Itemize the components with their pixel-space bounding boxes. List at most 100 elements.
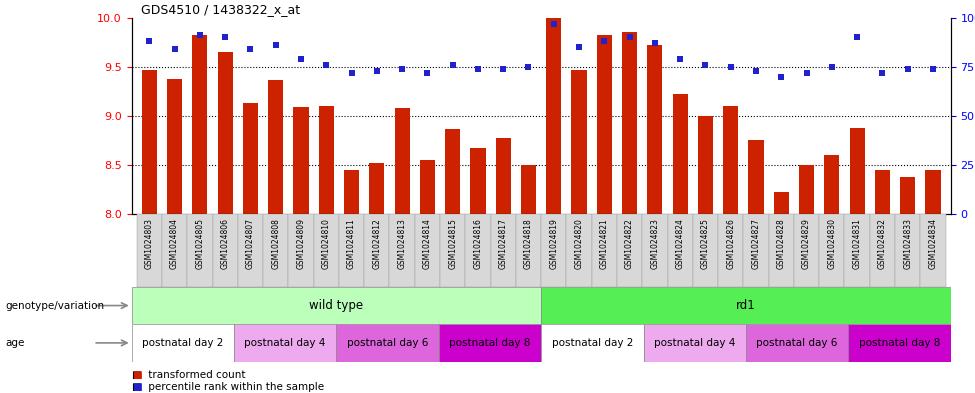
Bar	[238, 214, 263, 287]
Text: rd1: rd1	[736, 299, 756, 312]
Bar	[844, 214, 870, 287]
Point	[622, 34, 638, 40]
Point	[268, 42, 284, 48]
Text: GSM1024819: GSM1024819	[549, 218, 559, 269]
Bar	[293, 107, 308, 214]
Point	[597, 38, 612, 44]
Bar	[490, 214, 516, 287]
Text: GSM1024815: GSM1024815	[448, 218, 457, 269]
Bar	[420, 160, 435, 214]
Text: GSM1024828: GSM1024828	[777, 218, 786, 268]
Point	[824, 64, 839, 70]
Bar	[516, 214, 541, 287]
Text: ■  percentile rank within the sample: ■ percentile rank within the sample	[132, 382, 324, 392]
Text: GSM1024811: GSM1024811	[347, 218, 356, 268]
Point	[470, 66, 486, 72]
Point	[167, 46, 182, 52]
Text: GSM1024830: GSM1024830	[828, 218, 837, 269]
Bar	[289, 214, 314, 287]
Bar	[162, 214, 187, 287]
Text: wild type: wild type	[309, 299, 364, 312]
Bar	[673, 94, 687, 214]
Text: ■: ■	[132, 382, 141, 392]
Bar	[465, 214, 490, 287]
Bar	[234, 324, 336, 362]
Text: postnatal day 2: postnatal day 2	[142, 338, 223, 348]
Text: GSM1024804: GSM1024804	[170, 218, 179, 269]
Bar	[643, 214, 668, 287]
Bar	[439, 324, 541, 362]
Text: GSM1024807: GSM1024807	[246, 218, 254, 269]
Text: GSM1024813: GSM1024813	[398, 218, 407, 269]
Bar	[187, 214, 213, 287]
Bar	[546, 18, 562, 214]
Text: genotype/variation: genotype/variation	[5, 301, 104, 310]
Bar	[217, 52, 233, 214]
Bar	[521, 165, 536, 214]
Bar	[749, 140, 763, 214]
Text: GSM1024832: GSM1024832	[878, 218, 887, 269]
Text: GSM1024825: GSM1024825	[701, 218, 710, 269]
Bar	[541, 214, 566, 287]
Bar	[365, 214, 389, 287]
Bar	[644, 324, 746, 362]
Bar	[849, 128, 865, 214]
Bar	[799, 165, 814, 214]
Bar	[445, 129, 460, 214]
Point	[875, 70, 890, 76]
Text: GDS4510 / 1438322_x_at: GDS4510 / 1438322_x_at	[141, 3, 300, 16]
Text: GSM1024833: GSM1024833	[903, 218, 913, 269]
Text: ■  transformed count: ■ transformed count	[132, 370, 245, 380]
Bar	[370, 163, 384, 214]
Bar	[132, 287, 541, 324]
Text: postnatal day 8: postnatal day 8	[859, 338, 940, 348]
Text: GSM1024818: GSM1024818	[524, 218, 533, 268]
Bar	[743, 214, 768, 287]
Text: ■: ■	[132, 370, 141, 380]
Text: GSM1024814: GSM1024814	[423, 218, 432, 269]
Bar	[698, 116, 713, 214]
Bar	[718, 214, 743, 287]
Bar	[136, 214, 162, 287]
Bar	[541, 324, 644, 362]
Bar	[900, 177, 916, 214]
Text: GSM1024820: GSM1024820	[574, 218, 584, 269]
Text: age: age	[5, 338, 24, 348]
Bar	[920, 214, 946, 287]
Bar	[925, 170, 941, 214]
Text: GSM1024823: GSM1024823	[650, 218, 659, 269]
Bar	[592, 214, 617, 287]
Bar	[470, 148, 486, 214]
Point	[546, 20, 562, 27]
Bar	[132, 324, 234, 362]
Text: GSM1024831: GSM1024831	[852, 218, 862, 269]
Bar	[192, 35, 208, 214]
Point	[571, 44, 587, 50]
Point	[445, 62, 460, 68]
Bar	[819, 214, 844, 287]
Bar	[746, 324, 848, 362]
Point	[773, 73, 789, 80]
Bar	[167, 79, 182, 214]
Bar	[774, 191, 789, 214]
Bar	[440, 214, 465, 287]
Text: GSM1024810: GSM1024810	[322, 218, 331, 269]
Text: GSM1024829: GSM1024829	[802, 218, 811, 269]
Bar	[314, 214, 339, 287]
Point	[344, 70, 360, 76]
Bar	[395, 108, 409, 214]
Text: postnatal day 4: postnatal day 4	[245, 338, 326, 348]
Bar	[141, 70, 157, 214]
Bar	[895, 214, 920, 287]
Point	[799, 70, 814, 76]
Text: postnatal day 8: postnatal day 8	[449, 338, 530, 348]
Text: GSM1024817: GSM1024817	[498, 218, 508, 269]
Text: GSM1024809: GSM1024809	[296, 218, 305, 269]
Bar	[336, 324, 439, 362]
Point	[319, 62, 334, 68]
Point	[925, 66, 941, 72]
Text: GSM1024821: GSM1024821	[600, 218, 608, 268]
Bar	[339, 214, 365, 287]
Point	[698, 62, 714, 68]
Text: GSM1024826: GSM1024826	[726, 218, 735, 269]
